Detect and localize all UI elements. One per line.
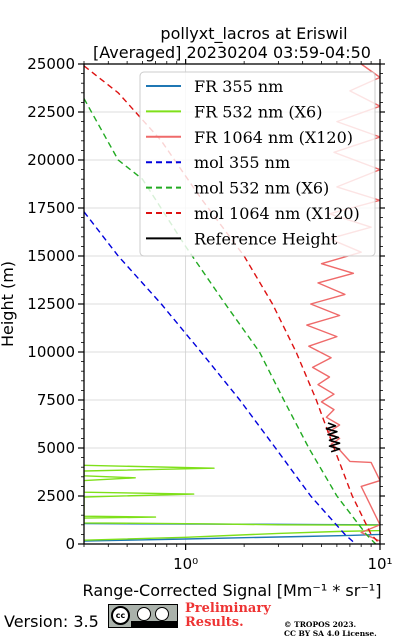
legend-box xyxy=(139,71,376,257)
y-tick-label: 22500 xyxy=(27,103,75,121)
data-series xyxy=(84,64,380,544)
y-tick-label: 5000 xyxy=(37,439,75,457)
legend-label-4: mol 355 nm xyxy=(194,153,290,172)
y-tick-label: 2500 xyxy=(37,487,75,505)
copyright-notice: © TROPOS 2023. CC BY SA 4.0 License. xyxy=(284,620,377,638)
series-line-6 xyxy=(84,65,380,544)
copyright-line1: © TROPOS 2023. xyxy=(284,620,357,629)
y-tick-label: 15000 xyxy=(27,247,75,265)
x-tick-label: 10¹ xyxy=(367,555,392,573)
y-tick-label: 25000 xyxy=(27,55,75,73)
chart-title-line2: [Averaged] 20230204 03:59-04:50 xyxy=(93,43,371,62)
lidar-profile-chart: pollyxt_lacros at Eriswil [Averaged] 202… xyxy=(0,24,393,600)
legend-label-7: Reference Height xyxy=(194,229,338,248)
preliminary-notice: Preliminary Results. xyxy=(185,602,271,630)
cc-badge-bar xyxy=(131,621,177,627)
cc-icon: cc xyxy=(111,606,130,625)
version-label: Version: 3.5 xyxy=(4,612,99,631)
preliminary-line2: Results. xyxy=(185,615,244,630)
legend-label-6: mol 1064 nm (X120) xyxy=(194,204,360,223)
legend-label-1: FR 355 nm xyxy=(194,77,283,96)
series-line-5 xyxy=(84,98,377,544)
y-tick-label: 0 xyxy=(65,535,75,553)
legend-label-3: FR 1064 nm (X120) xyxy=(194,128,353,147)
x-axis-label: Range-Corrected Signal [Mm⁻¹ * sr⁻¹] xyxy=(83,581,382,600)
series-line-4 xyxy=(84,211,357,544)
y-tick-label: 20000 xyxy=(27,151,75,169)
legend-label-5: mol 532 nm (X6) xyxy=(194,179,329,198)
chart-title-line1: pollyxt_lacros at Eriswil xyxy=(160,24,347,44)
preliminary-line1: Preliminary xyxy=(185,601,271,616)
y-axis-label: Height (m) xyxy=(0,261,17,347)
series-line-7 xyxy=(325,422,341,453)
y-tick-label: 10000 xyxy=(27,343,75,361)
legend-label-2: FR 532 nm (X6) xyxy=(194,102,322,121)
cc-by-sa-icon[interactable]: cc xyxy=(108,604,178,628)
series-line-2 xyxy=(84,464,380,541)
axis-ticks: 0 2500 5000 7500 10000 12500 15000 17500 20000 22… xyxy=(27,55,392,573)
attribution-icon xyxy=(137,607,151,621)
copyright-line2: CC BY SA 4.0 License. xyxy=(284,629,377,638)
series-line-3 xyxy=(306,64,380,542)
y-tick-label: 17500 xyxy=(27,199,75,217)
chart-footer: Version: 3.5 cc Preliminary Results. © T… xyxy=(0,598,400,640)
x-tick-label: 10⁰ xyxy=(173,555,198,573)
share-alike-icon xyxy=(155,607,169,621)
chart-legend: FR 355 nm FR 532 nm (X6) FR 1064 nm (X120)… xyxy=(139,71,376,257)
y-tick-label: 7500 xyxy=(37,391,75,409)
y-tick-label: 12500 xyxy=(27,295,75,313)
